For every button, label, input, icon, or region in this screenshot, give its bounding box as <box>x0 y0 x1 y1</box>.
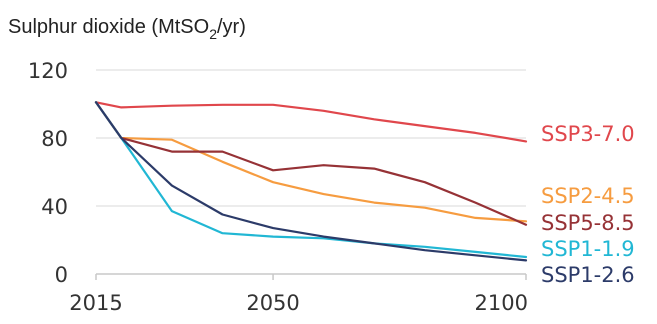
y-tick-label: 120 <box>28 59 68 83</box>
y-tick-label: 0 <box>55 263 68 287</box>
series-line-ssp5-8-5 <box>94 101 528 226</box>
chart-title: Sulphur dioxide (MtSO2/yr) <box>8 16 246 42</box>
chart-title-subscript: 2 <box>209 26 217 42</box>
series-line-ssp1-1-9 <box>94 101 528 259</box>
chart-title-main: Sulphur dioxide (MtSO <box>8 16 209 38</box>
y-tick-labels: 0 40 80 120 <box>28 59 68 287</box>
chart-title-end: /yr) <box>217 16 246 38</box>
series-label-ssp1-2-6: SSP1-2.6 <box>541 263 635 287</box>
series-line-ssp3-7-0 <box>94 101 528 143</box>
series-label-ssp2-4-5: SSP2-4.5 <box>541 184 635 208</box>
y-tick-label: 80 <box>41 127 68 151</box>
x-tick-label: 2100 <box>475 291 528 315</box>
x-tick-label: 2050 <box>246 291 299 315</box>
series-label-ssp5-8-5: SSP5-8.5 <box>541 211 635 235</box>
series-lines <box>94 101 528 262</box>
series-line-ssp2-4-5 <box>94 101 528 223</box>
x-tick-label: 2015 <box>69 291 122 315</box>
x-tick-labels: 2015 2050 2100 <box>69 291 528 315</box>
gridlines <box>96 69 526 207</box>
series-label-ssp3-7-0: SSP3-7.0 <box>541 122 635 146</box>
series-line-ssp1-2-6 <box>94 101 528 262</box>
y-tick-label: 40 <box>41 195 68 219</box>
series-label-ssp1-1-9: SSP1-1.9 <box>541 237 635 261</box>
x-axis <box>95 273 527 280</box>
